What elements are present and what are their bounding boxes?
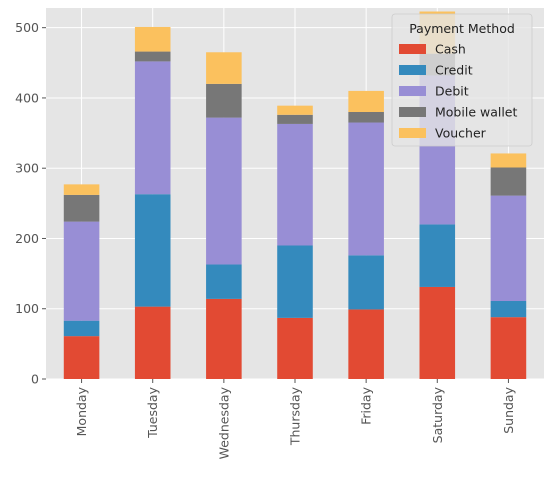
bar-cash-friday xyxy=(348,309,384,379)
bar-mobile-wallet-monday xyxy=(63,194,100,222)
y-tick-label-1: 100 xyxy=(15,301,39,316)
bar-mobile-wallet-wednesday xyxy=(206,83,242,118)
bars xyxy=(63,11,527,379)
legend-swatch-mobile-wallet xyxy=(399,107,426,117)
bar-debit-friday xyxy=(348,122,384,256)
legend-swatch-debit xyxy=(399,86,426,96)
bar-credit-friday xyxy=(348,255,384,310)
legend-swatch-credit xyxy=(399,65,426,75)
bar-credit-tuesday xyxy=(134,194,171,307)
y-tick-label-4: 400 xyxy=(15,90,39,105)
x-tick-label-tuesday: Tuesday xyxy=(145,386,160,438)
legend-box xyxy=(391,13,533,147)
bar-debit-tuesday xyxy=(134,61,171,195)
x-tick-label-friday: Friday xyxy=(359,386,374,424)
bar-debit-monday xyxy=(63,221,100,321)
x-tick-label-thursday: Thursday xyxy=(288,386,303,446)
bar-credit-thursday xyxy=(277,245,313,318)
bar-credit-sunday xyxy=(490,301,527,318)
bar-debit-thursday xyxy=(277,123,313,246)
bar-credit-wednesday xyxy=(206,264,242,299)
bar-mobile-wallet-friday xyxy=(348,111,384,123)
y-tick-label-0: 0 xyxy=(31,372,39,387)
legend: Payment Method Cash Credit Debit Mobile wal… xyxy=(391,13,533,147)
y-axis-ticks: 0 100 200 300 400 500 xyxy=(15,20,46,387)
y-tick-label-2: 200 xyxy=(15,231,39,246)
bar-debit-sunday xyxy=(490,195,527,302)
legend-label-credit: Credit xyxy=(435,63,473,78)
legend-swatch-voucher xyxy=(399,128,426,138)
bar-credit-saturday xyxy=(419,224,456,287)
legend-label-debit: Debit xyxy=(435,84,469,99)
bar-cash-tuesday xyxy=(134,306,171,379)
legend-label-mobile-wallet: Mobile wallet xyxy=(435,105,517,120)
y-tick-label-3: 300 xyxy=(15,161,39,176)
x-tick-label-sunday: Sunday xyxy=(501,386,516,433)
legend-title: Payment Method xyxy=(409,21,515,36)
bar-voucher-wednesday xyxy=(206,52,242,84)
y-tick-label-5: 500 xyxy=(15,20,39,35)
x-tick-label-wednesday: Wednesday xyxy=(216,386,231,459)
bar-debit-wednesday xyxy=(206,117,242,265)
bar-mobile-wallet-thursday xyxy=(277,114,313,124)
x-tick-label-saturday: Saturday xyxy=(430,386,445,443)
legend-label-cash: Cash xyxy=(435,42,466,57)
bar-cash-saturday xyxy=(419,286,456,379)
bar-voucher-friday xyxy=(348,90,384,112)
bar-cash-thursday xyxy=(277,317,313,379)
bar-cash-monday xyxy=(63,336,100,379)
legend-label-voucher: Voucher xyxy=(435,126,487,141)
bar-mobile-wallet-tuesday xyxy=(134,51,171,62)
legend-swatch-cash xyxy=(399,44,426,54)
bar-credit-monday xyxy=(63,320,100,337)
x-tick-label-monday: Monday xyxy=(74,386,89,436)
bar-mobile-wallet-sunday xyxy=(490,167,527,196)
bar-voucher-thursday xyxy=(277,105,313,115)
bar-cash-sunday xyxy=(490,317,527,379)
x-axis-ticks: Monday Tuesday Wednesday Thursday Friday Satu… xyxy=(74,379,516,459)
bar-cash-wednesday xyxy=(206,298,242,379)
bar-voucher-tuesday xyxy=(134,26,171,52)
bar-voucher-monday xyxy=(63,184,100,195)
bar-voucher-sunday xyxy=(490,153,527,168)
